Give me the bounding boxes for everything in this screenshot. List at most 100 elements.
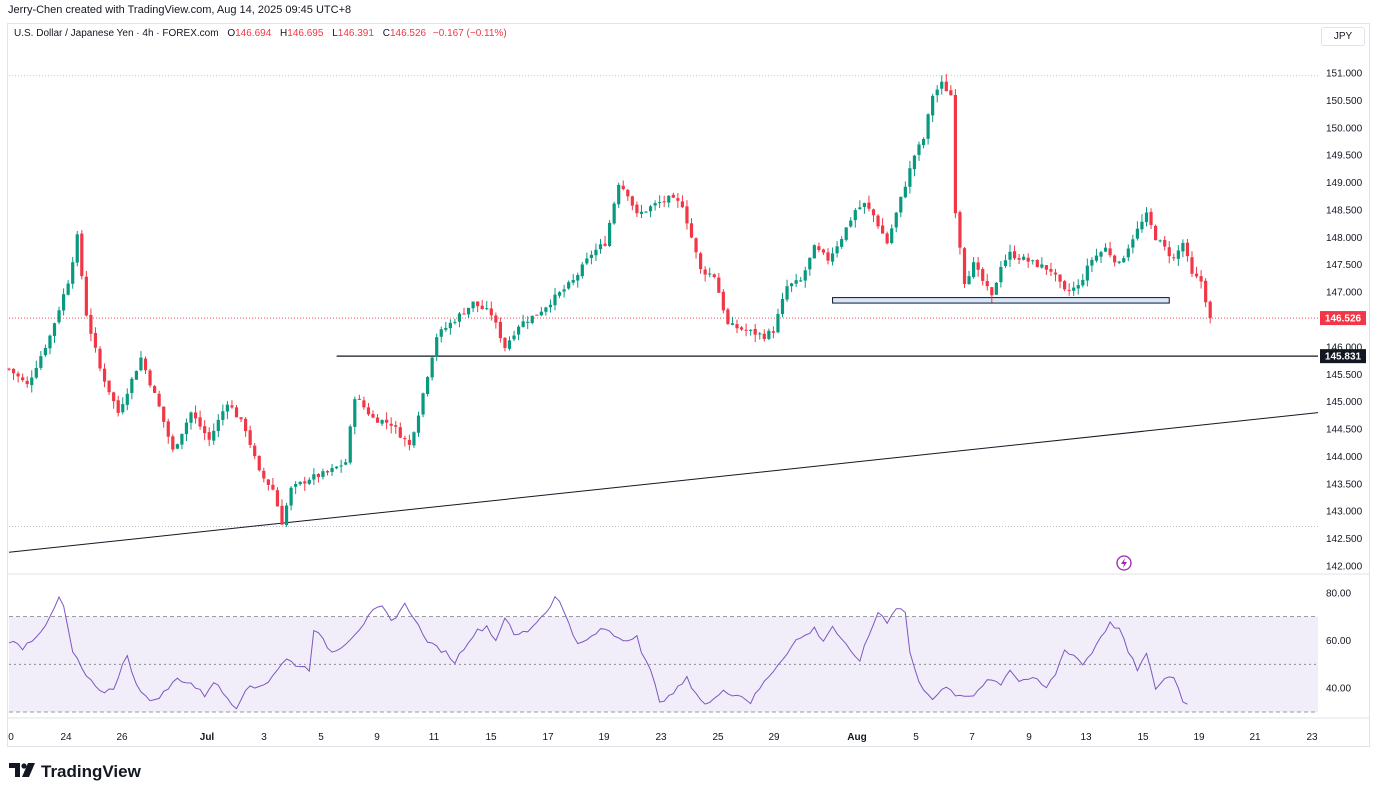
- candle: [771, 326, 775, 339]
- candle: [758, 331, 762, 340]
- candle-body: [749, 329, 753, 331]
- candle-body: [471, 301, 475, 309]
- candle: [421, 392, 425, 418]
- candle-body: [658, 202, 662, 204]
- time-tick-label: 24: [60, 732, 72, 743]
- candle-body: [257, 455, 261, 471]
- open-label: O: [227, 28, 236, 39]
- candle: [526, 316, 530, 330]
- candle: [808, 257, 812, 276]
- candle-body: [598, 244, 603, 250]
- candle: [39, 351, 43, 371]
- symbol-title[interactable]: U.S. Dollar / Japanese Yen · 4h · FOREX.…: [14, 28, 219, 39]
- candle: [189, 411, 193, 430]
- currency-button[interactable]: JPY: [1321, 27, 1365, 46]
- candle-body: [840, 239, 844, 247]
- candle: [858, 200, 862, 210]
- time-tick-label: 29: [768, 732, 780, 743]
- price-tick-label: 147.000: [1326, 288, 1363, 299]
- candle: [671, 192, 675, 199]
- candle-body: [71, 262, 75, 284]
- candle: [562, 284, 566, 298]
- rsi-tick-label: 60.00: [1326, 636, 1351, 647]
- price-tick-label: 143.500: [1326, 479, 1363, 490]
- candle: [162, 406, 166, 428]
- candle-body: [1176, 250, 1180, 259]
- candle: [790, 282, 794, 293]
- candle-body: [385, 419, 389, 423]
- candle-body: [921, 139, 926, 146]
- candle-body: [225, 404, 229, 412]
- candle-body: [1108, 248, 1112, 256]
- candle: [207, 427, 211, 447]
- candle-body: [662, 201, 666, 203]
- candle: [80, 230, 84, 280]
- candle: [303, 476, 307, 491]
- alert-icon[interactable]: [1116, 555, 1132, 571]
- candle: [1058, 274, 1062, 289]
- candle-body: [34, 368, 38, 378]
- candle-body: [639, 211, 644, 214]
- candle-body: [821, 249, 826, 253]
- candle: [830, 247, 835, 266]
- candle-body: [553, 294, 557, 306]
- candle-body: [130, 378, 134, 394]
- candle: [589, 250, 593, 265]
- candle-body: [1081, 279, 1085, 286]
- candle-body: [976, 262, 980, 270]
- candle: [476, 301, 480, 313]
- candle: [594, 243, 598, 261]
- candle-body: [671, 194, 675, 198]
- candle-body: [562, 289, 566, 292]
- candle: [849, 217, 853, 228]
- time-tick-label: 15: [485, 732, 497, 743]
- candle-body: [148, 370, 152, 386]
- candle-body: [1022, 256, 1026, 260]
- candle: [912, 154, 917, 177]
- candle-body: [339, 465, 343, 467]
- candle: [1135, 221, 1139, 241]
- candle: [867, 195, 871, 212]
- candle: [394, 420, 398, 434]
- candle: [30, 370, 34, 393]
- price-tick-label: 148.000: [1326, 233, 1363, 244]
- candle-body: [1204, 280, 1208, 303]
- candle-body: [1058, 274, 1062, 282]
- candle: [648, 204, 653, 218]
- candle: [430, 356, 434, 381]
- candle: [944, 74, 948, 92]
- candle: [621, 180, 625, 191]
- candle: [717, 273, 721, 293]
- candle: [221, 404, 225, 426]
- candle: [275, 487, 280, 507]
- candle-body: [653, 203, 657, 206]
- candle-body: [416, 415, 421, 433]
- candle-body: [507, 340, 512, 349]
- candle: [799, 276, 803, 283]
- candle: [1053, 268, 1058, 282]
- candle-body: [548, 304, 553, 308]
- candle-body: [48, 335, 52, 349]
- candle: [567, 280, 571, 290]
- candle: [776, 308, 780, 334]
- candle: [1167, 241, 1171, 264]
- candle: [353, 396, 357, 435]
- candle-body: [1085, 265, 1089, 281]
- candle: [1081, 273, 1085, 288]
- candle: [503, 337, 507, 352]
- candle: [1049, 262, 1053, 276]
- candle-body: [1099, 252, 1103, 257]
- candle-body: [526, 321, 530, 323]
- time-tick-label: 15: [1137, 732, 1149, 743]
- candle: [517, 324, 521, 341]
- candle-body: [426, 377, 430, 395]
- candle-body: [498, 321, 502, 339]
- candle-body: [1185, 242, 1190, 257]
- candle-body: [953, 95, 957, 214]
- price-tick-label: 146.000: [1326, 342, 1363, 353]
- candle: [972, 257, 976, 279]
- candle: [1144, 207, 1149, 227]
- candle: [439, 326, 443, 343]
- candle-body: [244, 418, 248, 432]
